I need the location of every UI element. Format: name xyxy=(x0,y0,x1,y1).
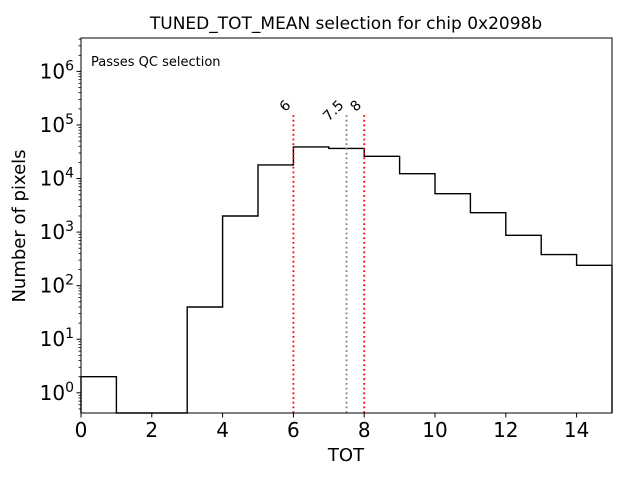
x-tick-label: 12 xyxy=(493,418,518,442)
x-axis-ticks: 0 2 4 6 8 10 12 14 xyxy=(75,413,589,442)
x-tick-label: 8 xyxy=(358,418,371,442)
y-tick-label: 106 xyxy=(40,58,74,83)
vline-label-8: 8 xyxy=(347,98,365,116)
vline-label-6: 6 xyxy=(277,97,295,115)
chart-title: TUNED_TOT_MEAN selection for chip 0x2098… xyxy=(149,14,542,34)
y-tick-label: 101 xyxy=(40,326,74,351)
x-tick-label: 4 xyxy=(216,418,229,442)
y-axis-ticks: 100 101 102 103 104 105 106 xyxy=(40,58,81,405)
y-tick-label: 105 xyxy=(40,112,74,137)
vline-label-7.5: 7.5 xyxy=(320,98,347,125)
x-axis-label: TOT xyxy=(327,445,365,466)
y-axis-label: Number of pixels xyxy=(9,149,30,302)
y-tick-label: 102 xyxy=(40,273,74,298)
qc-annotation: Passes QC selection xyxy=(91,55,221,70)
y-tick-label: 103 xyxy=(40,219,74,244)
x-tick-label: 2 xyxy=(145,418,158,442)
x-tick-label: 6 xyxy=(287,418,300,442)
y-tick-label: 104 xyxy=(40,166,74,191)
y-tick-label: 100 xyxy=(40,380,74,405)
x-tick-label: 14 xyxy=(564,418,589,442)
x-tick-label: 10 xyxy=(422,418,447,442)
plot-frame xyxy=(80,37,613,414)
selection-vlines: 6 7.5 8 xyxy=(277,97,366,413)
x-tick-label: 0 xyxy=(75,418,88,442)
